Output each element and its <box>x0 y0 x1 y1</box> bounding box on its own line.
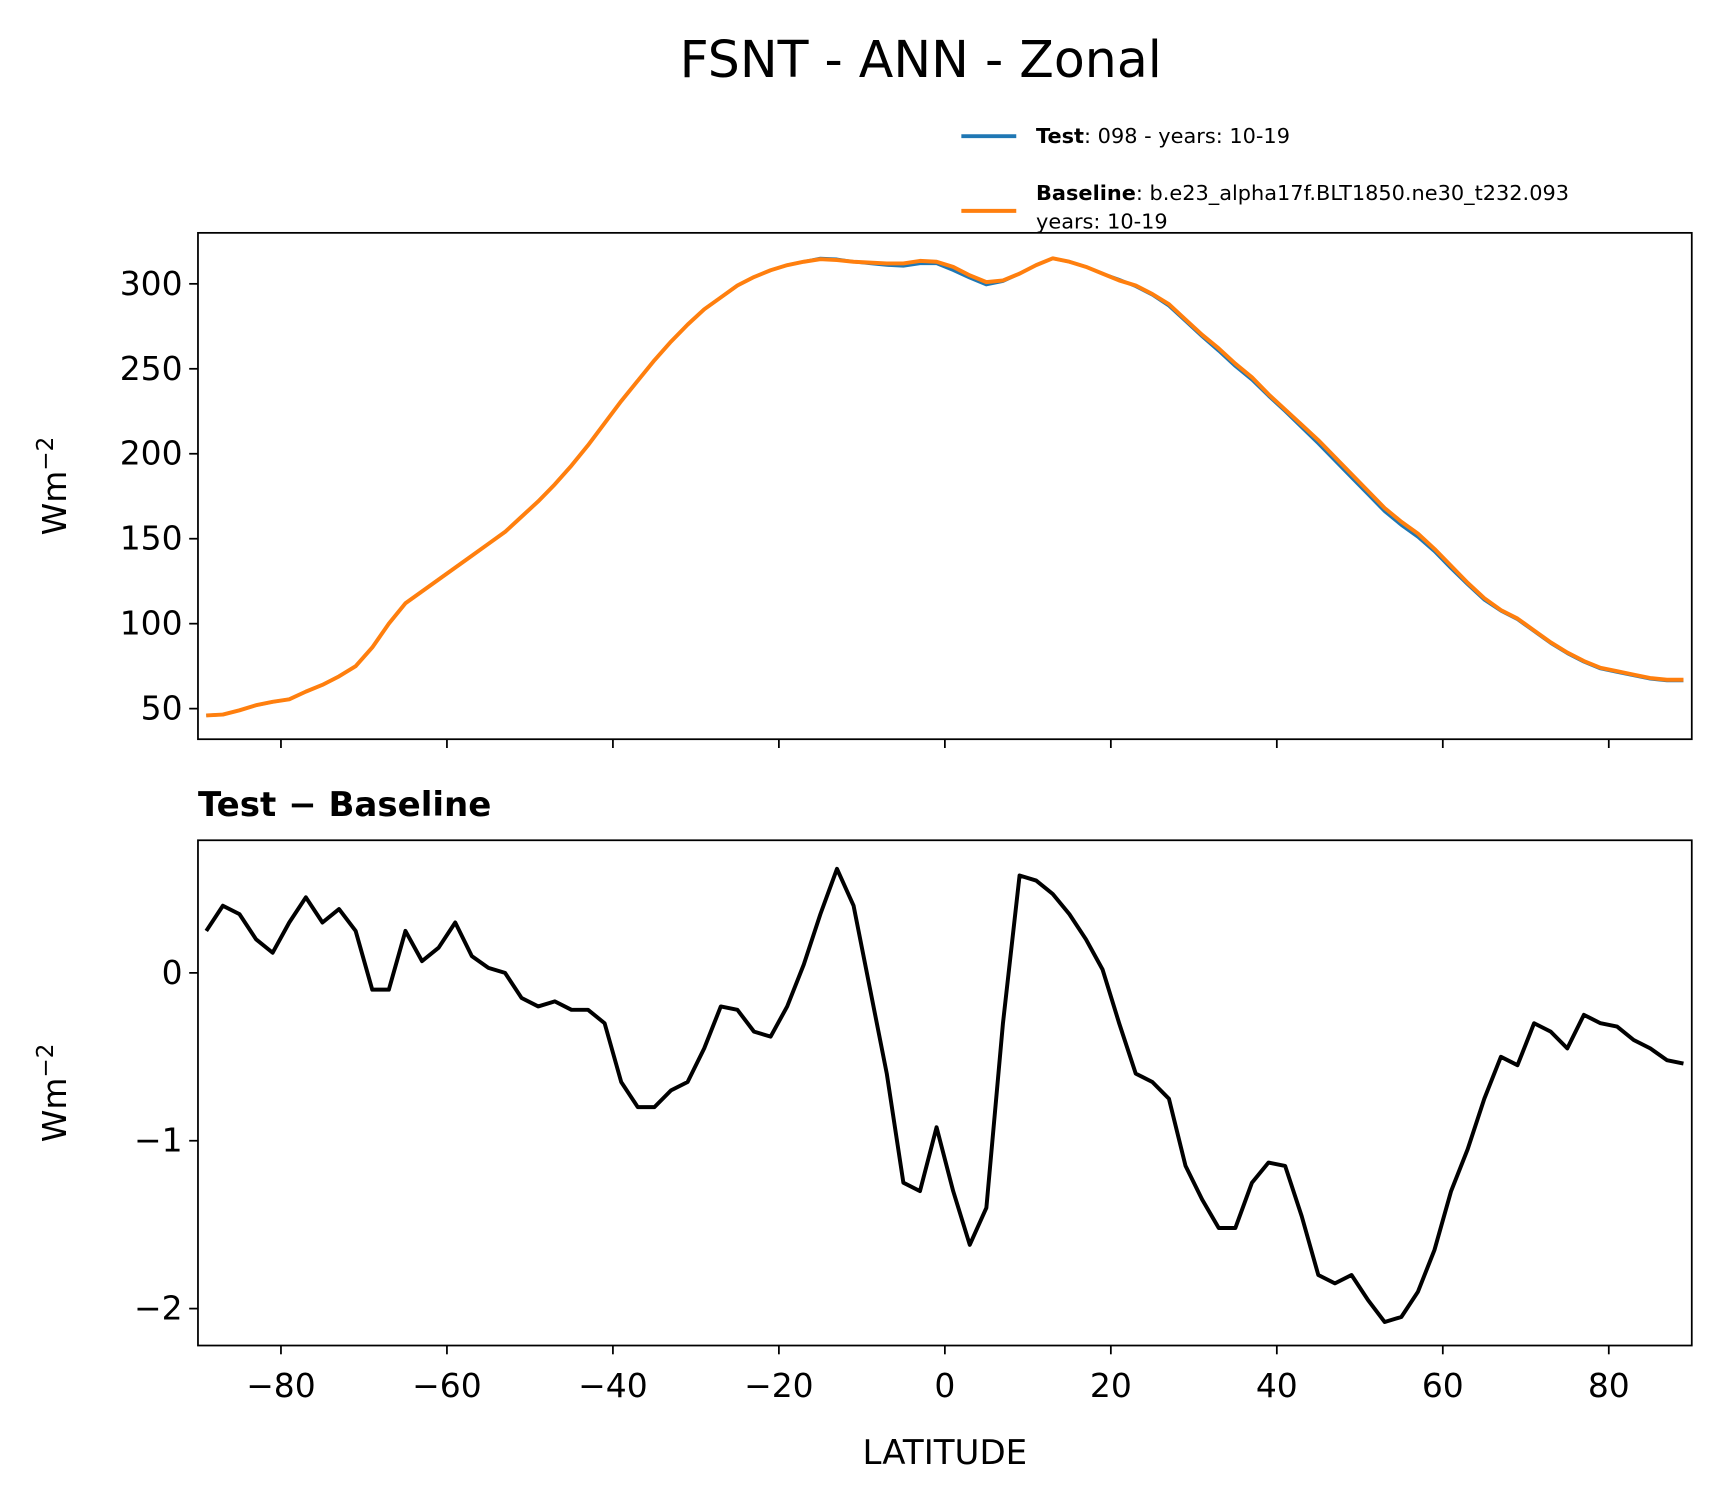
axes-frame <box>197 839 1693 1347</box>
y-tick-label: −2 <box>134 1289 183 1328</box>
subplot-title: Test − Baseline <box>198 785 491 825</box>
legend-desc: : b.e23_alpha17f.BLT1850.ne30_t232.093 <box>1136 181 1569 206</box>
y-axis-label-sup: −2 <box>33 437 59 471</box>
x-tick-label: 60 <box>1422 1366 1464 1405</box>
y-axis-label: Wm−2 <box>33 1044 74 1143</box>
x-tick-label: 80 <box>1588 1366 1630 1405</box>
x-axis-label: LATITUDE <box>863 1433 1028 1473</box>
y-tick-label: 300 <box>120 264 183 303</box>
y-tick-label: 0 <box>162 953 183 992</box>
legend-text: years: 10-19 <box>1036 209 1168 233</box>
legend-desc: years: 10-19 <box>1036 209 1168 233</box>
data-line <box>206 256 1684 718</box>
x-tick-label: −80 <box>246 1366 316 1405</box>
axes-frame <box>197 231 1693 741</box>
y-tick-label: 50 <box>141 689 183 728</box>
y-tick-label: 100 <box>120 604 183 643</box>
figure-title: FSNT - ANN - Zonal <box>680 30 1162 89</box>
legend-name: Test <box>1036 124 1084 148</box>
legend-text: Baseline: b.e23_alpha17f.BLT1850.ne30_t2… <box>1036 181 1569 206</box>
x-tick-label: −20 <box>744 1366 814 1405</box>
legend-desc: : 098 - years: 10-19 <box>1084 124 1290 148</box>
y-axis-label-base: Wm <box>35 1078 74 1143</box>
y-tick-label: 150 <box>120 519 183 558</box>
y-tick-label: −1 <box>134 1121 183 1160</box>
x-tick-label: 0 <box>934 1366 955 1405</box>
y-tick-label: 200 <box>120 434 183 473</box>
legend-text: Test: 098 - years: 10-19 <box>1036 124 1290 148</box>
legend-name: Baseline <box>1036 181 1136 205</box>
x-tick-label: −40 <box>578 1366 648 1405</box>
x-tick-label: 20 <box>1090 1366 1132 1405</box>
x-tick-label: 40 <box>1256 1366 1298 1405</box>
y-axis-label-sup: −2 <box>33 1044 59 1078</box>
plot-area: 50 100 150 200 250 300 Wm−2 Test: 098 - years: … <box>33 124 1693 749</box>
y-axis-label-base: Wm <box>35 471 74 536</box>
y-axis-label: Wm−2 <box>33 437 74 536</box>
y-tick-label: 250 <box>120 349 183 388</box>
x-tick-label: −60 <box>412 1366 482 1405</box>
data-line <box>204 866 1684 1324</box>
